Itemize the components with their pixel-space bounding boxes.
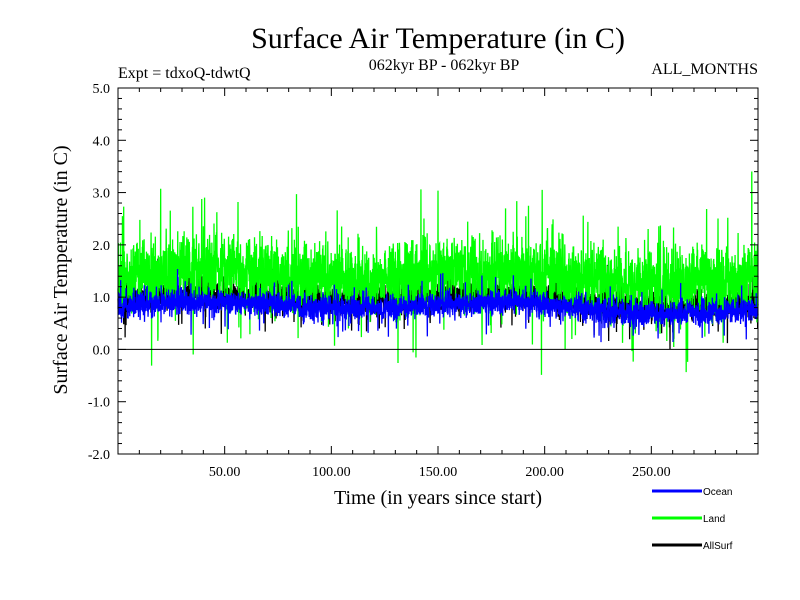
y-axis-label: Surface Air Temperature (in C) — [50, 145, 72, 394]
x-tick-label: 100.00 — [312, 465, 351, 480]
series-line-ocean — [117, 269, 759, 343]
x-axis-label: Time (in years since start) — [334, 487, 542, 509]
y-tick-label: 5.0 — [93, 82, 111, 97]
period-label: 062kyr BP - 062kyr BP — [369, 57, 520, 74]
x-tick-label: 150.00 — [419, 465, 458, 480]
legend-label-land: Land — [703, 514, 725, 525]
y-tick-label: 0.0 — [93, 343, 111, 358]
series-layer — [117, 171, 759, 375]
plot-frame — [117, 87, 759, 455]
y-tick-label: -1.0 — [88, 396, 110, 411]
x-tick-label: 50.00 — [209, 465, 241, 480]
legend-label-ocean: Ocean — [703, 487, 732, 498]
ticks-layer: -2.0 -1.0 0.0 1.0 2.0 3.0 4.0 5.0 50.00 100.00 150… — [88, 82, 758, 480]
x-tick-label: 250.00 — [632, 465, 671, 480]
experiment-label: Expt = tdxoQ-tdwtQ — [118, 65, 251, 82]
y-tick-label: 1.0 — [93, 291, 111, 306]
series-line-land — [117, 171, 759, 375]
y-tick-label: -2.0 — [88, 448, 110, 463]
y-tick-label: 4.0 — [93, 134, 111, 149]
y-tick-label: 2.0 — [93, 239, 111, 254]
months-label: ALL_MONTHS — [651, 61, 758, 78]
y-tick-label: 3.0 — [93, 187, 111, 202]
legend: Ocean Land AllSurf — [652, 487, 733, 552]
legend-label-allsurf: AllSurf — [703, 541, 733, 552]
x-tick-label: 200.00 — [525, 465, 564, 480]
chart-title: Surface Air Temperature (in C) — [251, 22, 625, 55]
